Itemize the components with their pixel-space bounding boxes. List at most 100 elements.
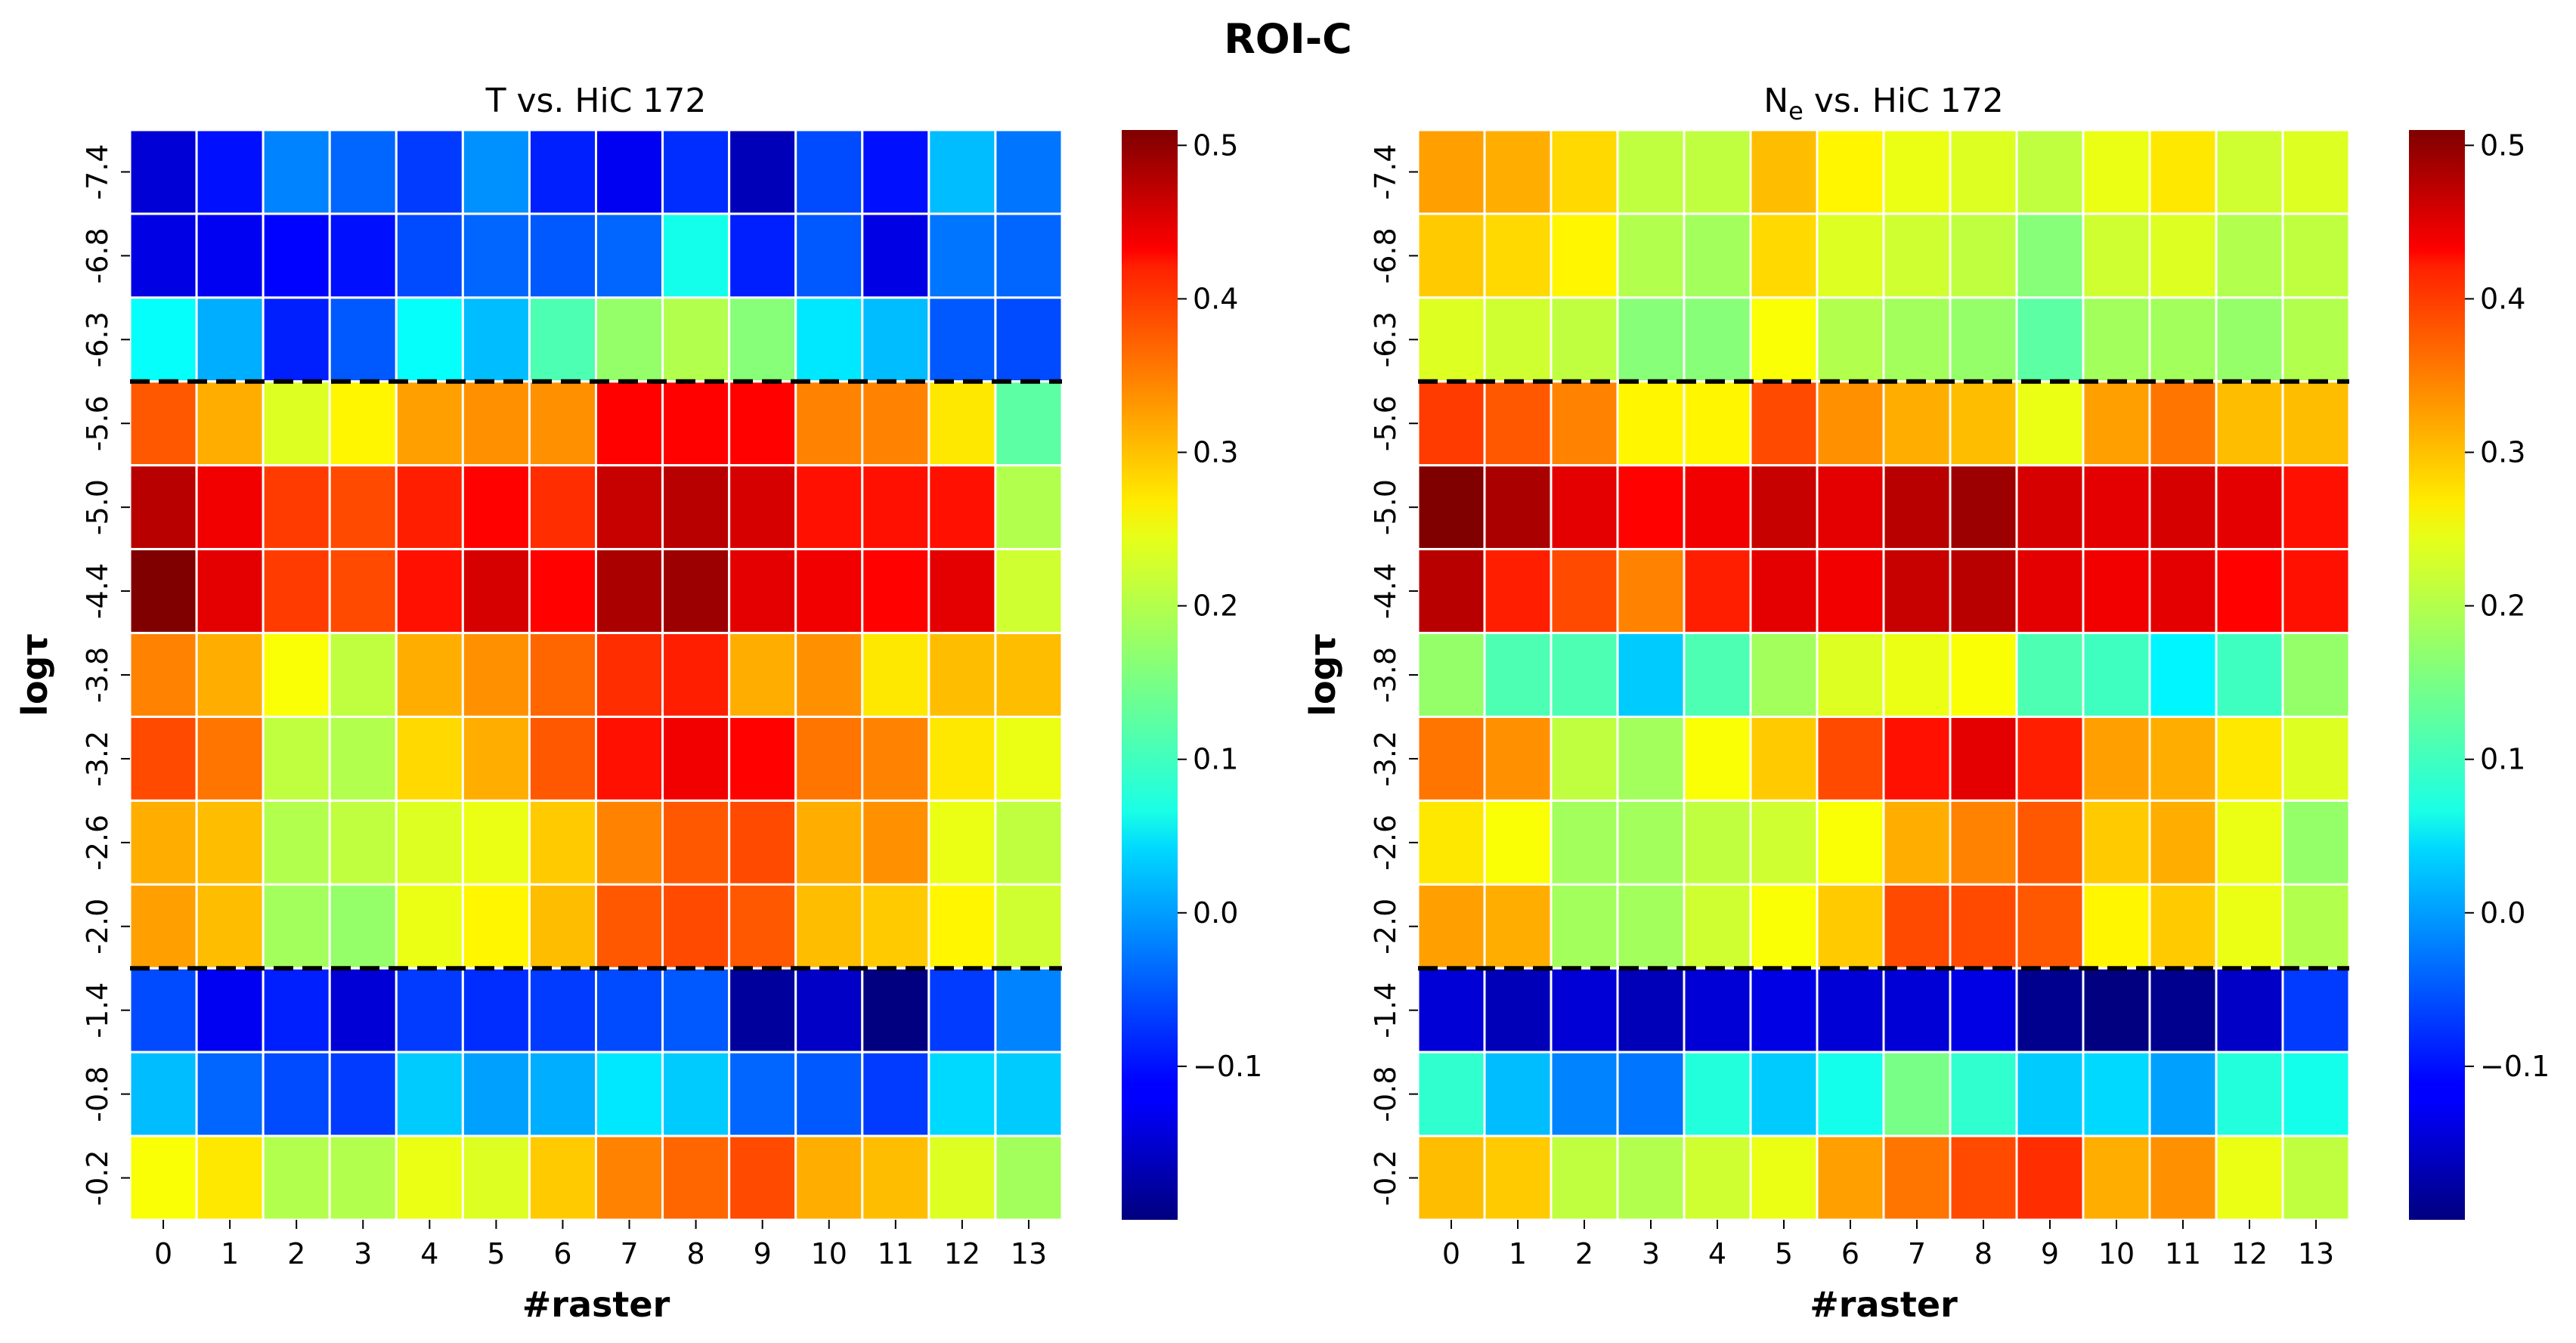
heatmap-cell: [1616, 799, 1686, 886]
heatmap-cell: [661, 1051, 731, 1137]
heatmap-cell: [2148, 883, 2218, 970]
heatmap-cell: [2082, 1134, 2151, 1221]
x-tick-label: 13: [2298, 1237, 2334, 1270]
heatmap-cell: [262, 1051, 331, 1137]
heatmap-cell: [994, 380, 1064, 467]
dashed-lines: [130, 379, 1062, 971]
heatmap-cell: [2281, 548, 2351, 635]
heatmap-cell: [794, 548, 864, 635]
dashed-lines: [1418, 379, 2349, 971]
heatmap-cell: [2015, 380, 2085, 467]
heatmap-cell: [262, 967, 331, 1054]
heatmap-cell: [1949, 632, 2018, 718]
colorbar: 0.5 0.4 0.3 0.2 0.1 0.0 −0.1: [2409, 128, 2550, 1220]
heatmap-cell: [1416, 715, 1486, 802]
heatmap-cell: [661, 296, 731, 383]
y-tick-label: -6.8: [1369, 227, 1402, 283]
heatmap-cell: [927, 212, 997, 299]
heatmap-cell: [395, 715, 464, 802]
heatmap-cell: [1683, 715, 1752, 802]
heatmap-cell: [128, 128, 198, 215]
heatmap-cell: [262, 128, 331, 215]
heatmap-cell: [994, 548, 1064, 635]
heatmap-cell: [1749, 464, 1819, 551]
heatmap-cell: [2281, 1051, 2351, 1137]
heatmap-cell: [1616, 883, 1686, 970]
heatmap-cell: [1949, 1051, 2018, 1137]
y-tick-label: -5.0: [1369, 479, 1402, 535]
heatmap-cell: [2015, 548, 2085, 635]
heatmap-cell: [328, 296, 398, 383]
panel-title-main: T vs. HiC 172: [485, 82, 707, 120]
heatmap-cell: [195, 548, 265, 635]
x-tick-label: 11: [2165, 1237, 2201, 1270]
heatmap-cell: [528, 464, 598, 551]
heatmap-cell: [395, 1051, 464, 1137]
heatmap-cell: [128, 883, 198, 970]
heatmap-cell: [128, 548, 198, 635]
heatmap-cell: [2148, 548, 2218, 635]
heatmap-cell: [1949, 380, 2018, 467]
colorbar-tick-label: 0.0: [1193, 896, 1238, 930]
heatmap-cell: [2082, 296, 2151, 383]
heatmap-cell: [2215, 128, 2284, 215]
heatmap-cell: [2148, 1051, 2218, 1137]
heatmap-cell: [2082, 548, 2151, 635]
heatmap-cell: [861, 632, 930, 718]
heatmap-cell: [1416, 967, 1486, 1054]
y-tick-label: -5.0: [81, 479, 114, 535]
heatmap-cell: [1749, 799, 1819, 886]
heatmap-cell: [994, 212, 1064, 299]
heatmap-cell: [794, 799, 864, 886]
heatmap-cell: [794, 128, 864, 215]
panel-title: T vs. HiC 172: [485, 82, 707, 120]
y-tick-labels: -7.4 -6.8 -6.3 -5.6 -5.0 -4.4 -3.8 -3.2 -2.6 -2.0…: [81, 144, 130, 1206]
heatmap-cell: [2281, 799, 2351, 886]
heatmap-cell: [461, 632, 531, 718]
x-tick-label: 3: [1642, 1237, 1660, 1270]
heatmap-cell: [1816, 464, 1885, 551]
heatmap-cell: [2281, 632, 2351, 718]
heatmap-cell: [661, 799, 731, 886]
y-tick-label: -0.8: [1369, 1066, 1402, 1122]
heatmap-cell: [861, 128, 930, 215]
heatmap-cell: [1550, 632, 1619, 718]
heatmap-cell: [128, 715, 198, 802]
heatmap-cell: [794, 380, 864, 467]
y-tick-label: -5.6: [81, 395, 114, 451]
y-tick-label: -3.2: [81, 731, 114, 787]
heatmap-cell: [1550, 128, 1619, 215]
heatmap-cell: [661, 464, 731, 551]
heatmap-cell: [1949, 967, 2018, 1054]
heatmap-cell: [661, 128, 731, 215]
heatmap-cell: [661, 212, 731, 299]
heatmap-cell: [994, 1134, 1064, 1221]
x-tick-label: 2: [287, 1237, 305, 1270]
heatmap-cell: [2281, 883, 2351, 970]
heatmap-cell: [861, 715, 930, 802]
y-tick-label: -7.4: [81, 144, 114, 200]
heatmap-cell: [1616, 632, 1686, 718]
heatmap-cell: [2281, 128, 2351, 215]
heatmap-cell: [861, 1051, 930, 1137]
y-tick-label: -1.4: [81, 982, 114, 1038]
heatmap-cell: [2148, 1134, 2218, 1221]
heatmap-cells: [128, 128, 1064, 1221]
heatmap-cell: [728, 464, 797, 551]
heatmap-cell: [661, 380, 731, 467]
heatmap-cell: [2015, 715, 2085, 802]
heatmap-cell: [328, 548, 398, 635]
heatmap-cell: [794, 464, 864, 551]
heatmap-cell: [927, 1051, 997, 1137]
colorbar-tick-label: 0.2: [1193, 589, 1238, 623]
heatmap-cell: [1550, 1051, 1619, 1137]
heatmap-cell: [461, 548, 531, 635]
heatmap-cell: [1616, 128, 1686, 215]
heatmap-cell: [661, 715, 731, 802]
heatmap-cell: [1949, 296, 2018, 383]
heatmap-cell: [2215, 296, 2284, 383]
y-tick-label: -3.8: [81, 647, 114, 703]
heatmap-cell: [2215, 799, 2284, 886]
heatmap-cell: [1882, 548, 1952, 635]
y-tick-label: -3.2: [1369, 731, 1402, 787]
